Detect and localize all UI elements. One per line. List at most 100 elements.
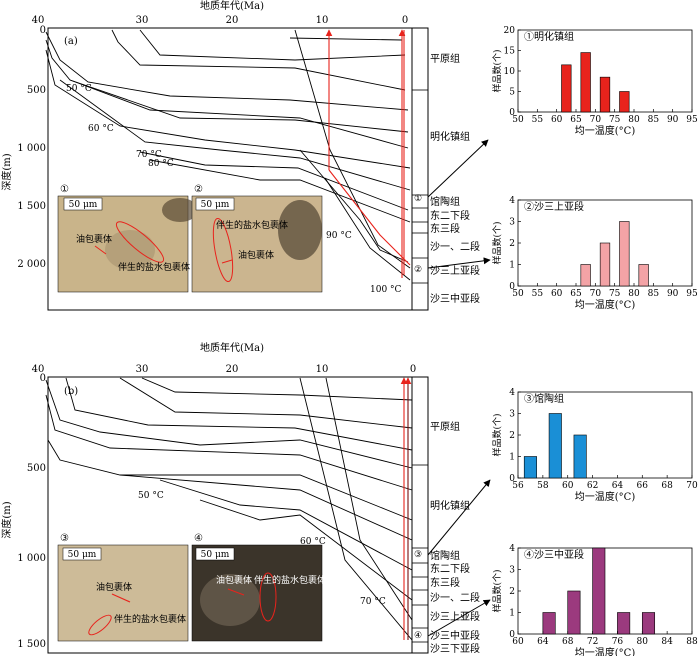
histogram-title: ④沙三中亚段 bbox=[524, 548, 584, 561]
pointer-arrow bbox=[427, 257, 491, 269]
y-tick-label: 4 bbox=[509, 388, 515, 398]
formation-label: 沙三下亚段 bbox=[430, 642, 480, 655]
formation-label: 平原组 bbox=[430, 52, 460, 65]
x-tick-label: 70 bbox=[686, 481, 698, 491]
formation-label: 明化镇组 bbox=[430, 499, 470, 512]
x-tick-label: 55 bbox=[532, 289, 544, 299]
age-axis-title: 地质年代(Ma) bbox=[200, 341, 264, 354]
inclusion-label: 伴生的盐水包裹体 bbox=[254, 574, 326, 586]
formation-label: 东二下段 bbox=[430, 209, 470, 222]
depth-tick: 1 500 bbox=[17, 639, 46, 650]
histogram-bar bbox=[592, 547, 606, 635]
isotherm-label: 50 °C bbox=[66, 84, 92, 94]
panel-letter: (a) bbox=[64, 36, 78, 47]
x-tick-label: 68 bbox=[661, 481, 673, 491]
isotherm-label: 50 °C bbox=[138, 491, 164, 501]
y-tick-label: 1 bbox=[509, 453, 515, 463]
age-tick: 0 bbox=[402, 15, 408, 26]
isotherm-label: 70 °C bbox=[136, 150, 162, 160]
histogram-title: ①明化镇组 bbox=[524, 30, 574, 43]
x-tick-label: 64 bbox=[612, 481, 624, 491]
x-tick-label: 75 bbox=[609, 115, 621, 125]
y-tick-label: 0 bbox=[509, 282, 515, 292]
inclusion-label: 伴生的盐水包裹体 bbox=[118, 261, 190, 273]
x-tick-label: 85 bbox=[648, 289, 660, 299]
inclusion-label: 油包裹体 bbox=[216, 574, 252, 586]
scale-bar-label: 50 μm bbox=[68, 550, 97, 560]
x-tick-label: 60 bbox=[551, 289, 563, 299]
age-tick: 40 bbox=[32, 15, 45, 26]
y-tick-label: 0 bbox=[509, 474, 515, 484]
y-tick-label: 3 bbox=[509, 566, 515, 576]
formation-label: 沙一、二段 bbox=[430, 240, 480, 253]
histogram-bar bbox=[573, 434, 587, 479]
x-tick-label: 84 bbox=[661, 637, 673, 647]
isotherm-label: 70 °C bbox=[360, 597, 386, 607]
red-trace-lines bbox=[400, 377, 412, 640]
histogram-bar bbox=[617, 612, 631, 635]
y-tick-label: 5 bbox=[509, 88, 515, 98]
photo-number: ④ bbox=[194, 533, 203, 544]
isotherm-label: 100 °C bbox=[370, 285, 402, 295]
x-tick-label: 60 bbox=[512, 637, 524, 647]
panel-b: 地质年代(Ma) 40 30 20 10 0 (b) 深度(m) 0 500 1… bbox=[0, 341, 491, 655]
y-tick-label: 4 bbox=[509, 544, 515, 554]
y-axis-label: 样品数(个) bbox=[491, 413, 503, 456]
histogram-bar bbox=[580, 264, 591, 287]
formation-label: 馆陶组 bbox=[430, 195, 460, 208]
isotherm-label: 60 °C bbox=[88, 124, 114, 134]
red-trace-lines bbox=[325, 29, 411, 278]
scale-bar-label: 50 μm bbox=[201, 550, 230, 560]
y-axis-label: 样品数(个) bbox=[491, 49, 503, 92]
histogram-bar bbox=[542, 612, 556, 635]
photo-number: ② bbox=[194, 184, 203, 195]
histogram-title: ③馆陶组 bbox=[524, 392, 564, 405]
panel-a: 地质年代(Ma) 40 30 20 10 0 (a) 深度(m) 0 500 1… bbox=[0, 0, 491, 311]
age-tick: 30 bbox=[136, 364, 149, 375]
histogram-bar bbox=[638, 264, 649, 287]
y-tick-label: 2 bbox=[509, 239, 515, 249]
x-tick-label: 70 bbox=[590, 289, 602, 299]
histogram-1: 50 55 60 65 70 75 80 85 90 95 0 5 10 15 20 ①明化镇组均一温度(°C… bbox=[491, 26, 698, 137]
formation-label: 平原组 bbox=[430, 420, 460, 433]
formation-label: 沙三上亚段 bbox=[430, 610, 480, 623]
burial-curves bbox=[45, 377, 413, 641]
pointer-arrow bbox=[427, 599, 491, 637]
photo-3: 50 μm ③ 油包裹体 伴生的盐水包裹体 bbox=[57, 533, 189, 642]
x-tick-label: 76 bbox=[612, 637, 624, 647]
x-tick-label: 75 bbox=[609, 289, 621, 299]
age-axis-title: 地质年代(Ma) bbox=[200, 0, 264, 12]
photo-4: 50 μm ④ 油包裹体 伴生的盐水包裹体 bbox=[191, 533, 326, 642]
histogram-bar bbox=[619, 91, 630, 113]
scale-bar-label: 50 μm bbox=[201, 200, 230, 210]
inclusion-label: 油包裹体 bbox=[96, 581, 132, 593]
y-tick-label: 20 bbox=[504, 26, 516, 36]
sample-marker: ④ bbox=[414, 631, 422, 641]
x-tick-label: 58 bbox=[537, 481, 549, 491]
y-tick-label: 2 bbox=[509, 587, 515, 597]
inclusion-label: 伴生的盐水包裹体 bbox=[114, 613, 186, 625]
x-tick-label: 70 bbox=[590, 115, 602, 125]
inclusion-label: 伴生的盐水包裹体 bbox=[216, 219, 288, 231]
strat-column-lines bbox=[412, 464, 428, 643]
x-axis-label: 均一温度(°C) bbox=[575, 298, 636, 311]
formation-label: 明化镇组 bbox=[430, 130, 470, 143]
x-tick-label: 64 bbox=[537, 637, 549, 647]
depth-tick: 500 bbox=[27, 463, 46, 474]
x-tick-label: 68 bbox=[562, 637, 574, 647]
age-tick: 20 bbox=[226, 15, 239, 26]
formation-label: 东三段 bbox=[430, 576, 460, 589]
y-tick-label: 3 bbox=[509, 410, 515, 420]
histogram-bar bbox=[523, 456, 537, 479]
histogram-bar bbox=[619, 221, 630, 287]
x-tick-label: 72 bbox=[587, 637, 598, 647]
formation-label: 沙三中亚段 bbox=[430, 292, 480, 305]
y-tick-label: 10 bbox=[504, 67, 516, 77]
depth-tick: 0 bbox=[40, 373, 46, 384]
x-tick-label: 95 bbox=[686, 115, 698, 125]
x-tick-label: 65 bbox=[570, 289, 582, 299]
y-tick-label: 15 bbox=[504, 47, 516, 57]
plot-frame bbox=[47, 376, 429, 654]
